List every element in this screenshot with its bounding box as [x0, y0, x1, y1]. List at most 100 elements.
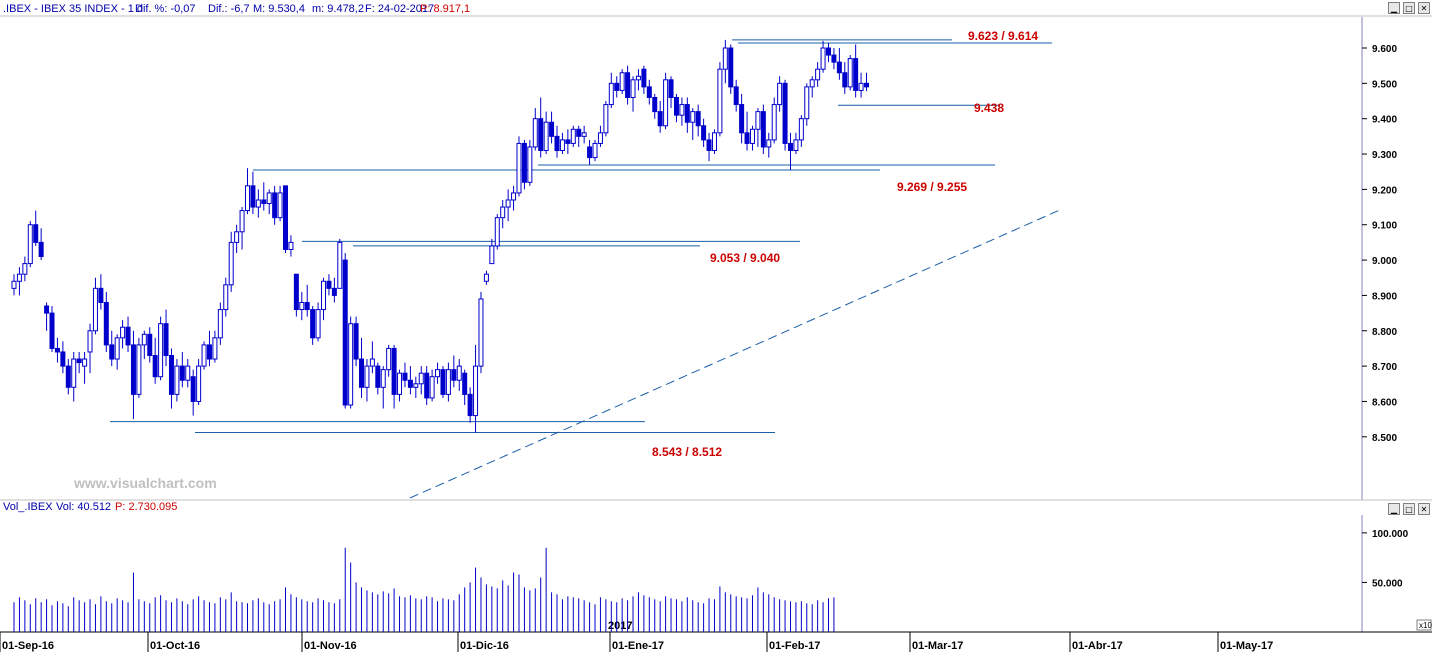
candle-body-up — [82, 358, 88, 367]
candle-body-up — [413, 383, 419, 388]
candle-body-up — [777, 82, 783, 106]
header-price: P: 8.917,1 — [420, 3, 470, 15]
candle-body-down — [65, 365, 71, 388]
candle-body-down — [38, 241, 44, 258]
candle-body-up — [244, 185, 250, 212]
candle-body-up — [478, 298, 484, 367]
candle-body-down — [261, 199, 267, 205]
price-axis-label: 9.500 — [1372, 79, 1397, 90]
candle-body-down — [554, 135, 560, 152]
header-date: F: 24-02-2017 — [365, 3, 434, 15]
volume-axis-label: 100.000 — [1372, 529, 1409, 540]
candle-body-down — [44, 305, 50, 314]
candle-body-up — [511, 192, 517, 201]
candle-body-down — [462, 372, 468, 395]
candle-body-up — [679, 104, 685, 116]
candle-body-down — [283, 185, 288, 250]
candle-body-up — [87, 330, 93, 353]
candle-body-up — [516, 142, 522, 194]
candle-body-up — [27, 224, 33, 265]
level-label: 9.053 / 9.040 — [710, 251, 780, 265]
candle-body-up — [527, 146, 533, 183]
candle-body-down — [206, 344, 212, 360]
candle-body-up — [217, 309, 223, 339]
candle-body-up — [277, 192, 283, 219]
candle-body-down — [565, 139, 571, 144]
date-axis-label: 01-Ene-17 — [612, 640, 664, 652]
candle-body-up — [136, 344, 142, 395]
candle-body-up — [418, 372, 424, 385]
candle-body-down — [467, 393, 473, 417]
level-label: 8.543 / 8.512 — [652, 445, 722, 459]
volume-header-p: P: 2.730.095 — [115, 501, 177, 513]
volume-maximize-button[interactable]: □ — [1403, 503, 1415, 515]
candle-body-up — [608, 82, 614, 106]
candle-body-up — [321, 280, 327, 311]
candle-body-down — [842, 72, 848, 88]
candle-body-up — [543, 121, 549, 152]
candle-body-down — [391, 347, 397, 395]
volume-scale-marker: x10 — [1419, 621, 1432, 630]
candle-body-up — [429, 376, 435, 399]
candle-body-up — [804, 86, 810, 120]
trendline-group — [409, 208, 1063, 499]
candle-body-up — [581, 132, 587, 137]
candle-body-down — [440, 369, 446, 395]
candle-body-down — [402, 372, 408, 381]
watermark: www.visualchart.com — [73, 475, 217, 491]
candle-body-down — [668, 79, 674, 98]
level-label: 9.623 / 9.614 — [968, 29, 1038, 43]
candle-body-up — [228, 241, 234, 286]
candle-body-up — [380, 369, 386, 388]
candles-group — [11, 39, 870, 433]
price-axis-label: 9.000 — [1372, 256, 1397, 267]
maximize-button[interactable]: □ — [1403, 2, 1415, 14]
candle-body-down — [54, 347, 60, 353]
candle-body-up — [505, 199, 511, 208]
candle-body-up — [11, 280, 17, 289]
candle-body-down — [787, 142, 793, 152]
candle-body-down — [695, 111, 701, 127]
header-symbol: .IBEX - IBEX 35 INDEX - 1 d — [3, 3, 143, 15]
header-dif-pct: Dif. %: -0,07 — [135, 3, 196, 15]
candle-body-up — [386, 347, 392, 371]
candle-body-up — [348, 323, 354, 406]
volume-close-button[interactable]: ✕ — [1418, 503, 1430, 515]
candle-body-down — [326, 280, 332, 289]
candle-body-down — [641, 68, 647, 88]
candle-body-up — [809, 79, 815, 88]
candle-body-down — [744, 132, 750, 144]
candle-body-down — [836, 61, 842, 74]
date-axis-label: 01-Feb-17 — [769, 640, 820, 652]
header-dif: Dif.: -6,7 — [208, 3, 250, 15]
candle-body-down — [342, 259, 348, 406]
volume-scale-box[interactable] — [1416, 619, 1432, 631]
candle-body-up — [266, 192, 272, 205]
candle-body-up — [473, 365, 479, 417]
volume-minimize-button[interactable]: ▁ — [1388, 503, 1400, 515]
candle-body-up — [690, 111, 696, 123]
price-axis-label: 8.500 — [1372, 433, 1397, 444]
candle-body-down — [163, 323, 169, 357]
candle-body-down — [272, 192, 278, 219]
candle-body-down — [652, 96, 658, 113]
candle-body-up — [445, 369, 451, 395]
close-button[interactable]: ✕ — [1418, 2, 1430, 14]
candle-body-down — [60, 351, 66, 367]
candle-body-down — [733, 86, 739, 106]
candle-body-up — [234, 231, 240, 243]
candle-body-up — [114, 337, 120, 360]
candle-body-up — [92, 287, 98, 332]
price-axis-label: 8.800 — [1372, 327, 1397, 338]
level-label: 9.438 — [974, 101, 1004, 115]
candle-body-up — [16, 273, 22, 282]
candle-body-up — [141, 333, 147, 346]
candle-body-down — [549, 121, 555, 137]
price-axis: 9.600 9.500 9.400 9.300 9.200 9.100 9.000 8.900… — [1362, 44, 1397, 444]
minimize-button[interactable]: ▁ — [1388, 2, 1400, 14]
candle-body-down — [864, 82, 870, 88]
candle-body-up — [592, 142, 598, 159]
date-axis-label: 01-May-17 — [1220, 640, 1273, 652]
candle-body-down — [293, 273, 299, 311]
candle-body-up — [435, 369, 441, 378]
